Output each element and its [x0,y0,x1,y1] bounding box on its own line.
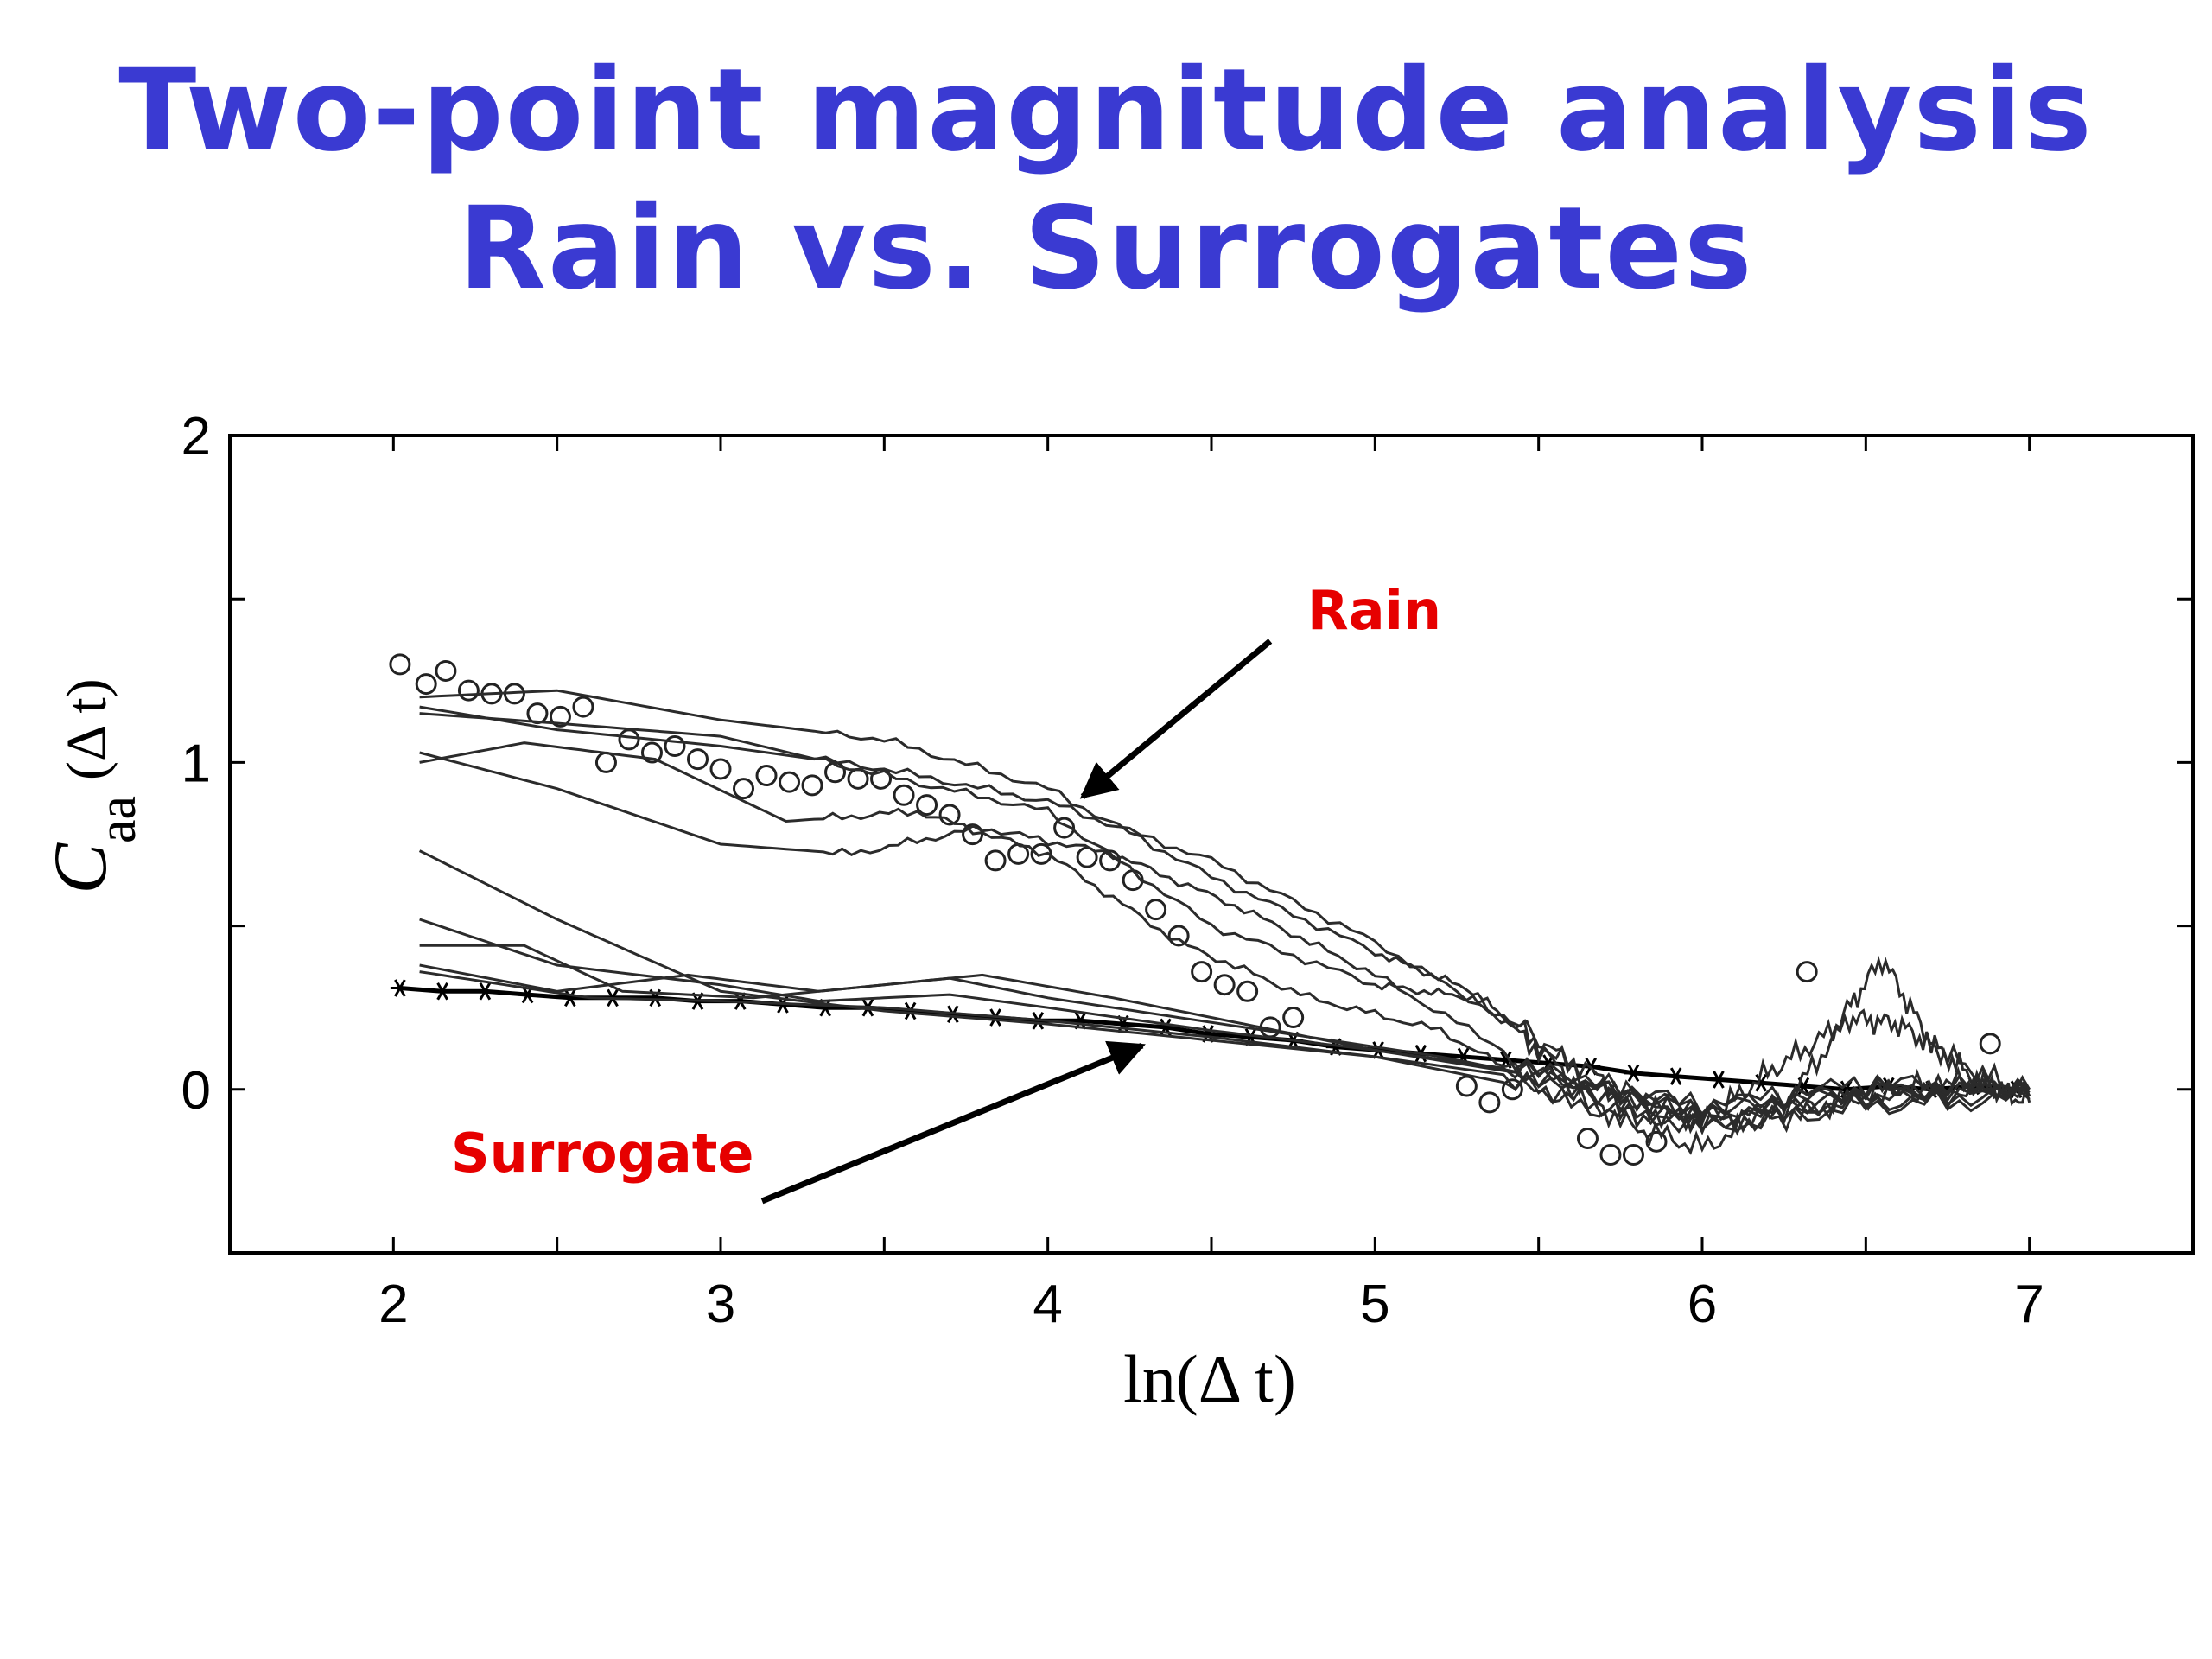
rain-circle-point [435,659,457,682]
surrogate-annotation: Surrogate [451,1122,753,1185]
surrogate-asterisk-point [560,988,580,1007]
rain-circle-point [1979,1033,2001,1055]
rain-circle-point [686,748,709,771]
surrogate-asterisk-point [433,982,453,1001]
x-tick-label: 7 [2014,1274,2044,1334]
series-line [418,849,2031,1122]
x-tick-label: 2 [378,1274,408,1334]
rain-circle-point [640,741,663,764]
series-line [419,918,2030,1118]
y-tick-label: 0 [181,1061,211,1121]
x-tick-label: 4 [1033,1274,1062,1334]
series-line [419,741,2030,1131]
series-line [419,751,2031,1134]
axis-ticks: 2 3 4 5 6 7 0 1 2 [181,407,2195,1334]
rain-circle-point [1213,974,1236,996]
x-tick-label: 5 [1360,1274,1389,1334]
surrogate-asterisk-point [1708,1071,1728,1089]
series-7 [418,849,2031,1122]
surrogate-asterisk-point [1666,1067,1686,1085]
rain-circle-point [1145,899,1167,921]
rain-circle-point [1501,1078,1523,1101]
series-8 [419,918,2030,1118]
y-tick-label: 2 [181,407,211,467]
rain-circle-point [709,758,732,780]
series-11 [419,970,2031,1134]
y-tick-label: 1 [181,734,211,793]
rain-circle-point [1455,1075,1478,1097]
rain-circle-point [1053,817,1076,839]
series-6 [419,741,2030,1131]
rain-arrow [1079,639,1273,799]
rain-circle-point [457,679,480,702]
surrogate-asterisk-point [1624,1064,1643,1083]
rain-circle-point [1478,1091,1501,1114]
series-0 [389,653,2001,1166]
rain-circle-point [572,696,594,718]
rain-circle-point [1576,1128,1599,1150]
rain-circle-point [984,849,1007,872]
rain-circle-point [779,771,801,793]
series-layer [389,653,2031,1166]
rain-annotation: Rain [1307,579,1441,642]
rain-circle-point [526,702,549,725]
rain-circle-point [938,804,961,826]
rain-circle-point [389,653,411,676]
y-axis-title: Caa(Δ t) [39,678,147,893]
rain-circle-point [801,774,823,797]
rain-circle-point [1167,925,1190,947]
rain-circle-point [1622,1143,1644,1166]
series-10 [419,963,2031,1125]
rain-circle-point [664,734,686,757]
rain-circle-point [1599,1143,1622,1166]
surrogate-asterisk-point [390,979,410,997]
x-axis-title: ln(Δ t) [1123,1341,1296,1416]
surrogate-asterisk-point [475,982,495,1001]
rain-circle-point [549,705,571,728]
surrogate-arrow [760,1040,1146,1205]
rain-circle-point [755,765,778,787]
rain-circle-point [1191,961,1213,983]
series-2 [419,705,2031,1136]
rain-circle-point [1236,980,1259,1002]
rain-circle-point [594,751,617,773]
rain-circle-point [415,673,437,696]
series-line [419,712,2031,1155]
series-line [419,705,2031,1136]
rain-circle-point [893,784,915,806]
rain-circle-point [1282,1007,1305,1029]
rain-circle-point [1796,961,1818,983]
rain-circle-point [1645,1130,1668,1153]
x-tick-label: 6 [1688,1274,1717,1334]
x-tick-label: 3 [706,1274,735,1334]
slide-subtitle: Rain vs. Surrogates [458,182,1754,315]
slide-title: Two-point magnitude analysis [118,44,2094,177]
series-4 [419,712,2031,1155]
rain-circle-point [733,778,755,800]
series-line [419,970,2031,1134]
series-5 [419,751,2031,1134]
series-line [419,963,2031,1125]
rain-circle-point [618,728,640,751]
rain-circle-point [916,794,938,817]
